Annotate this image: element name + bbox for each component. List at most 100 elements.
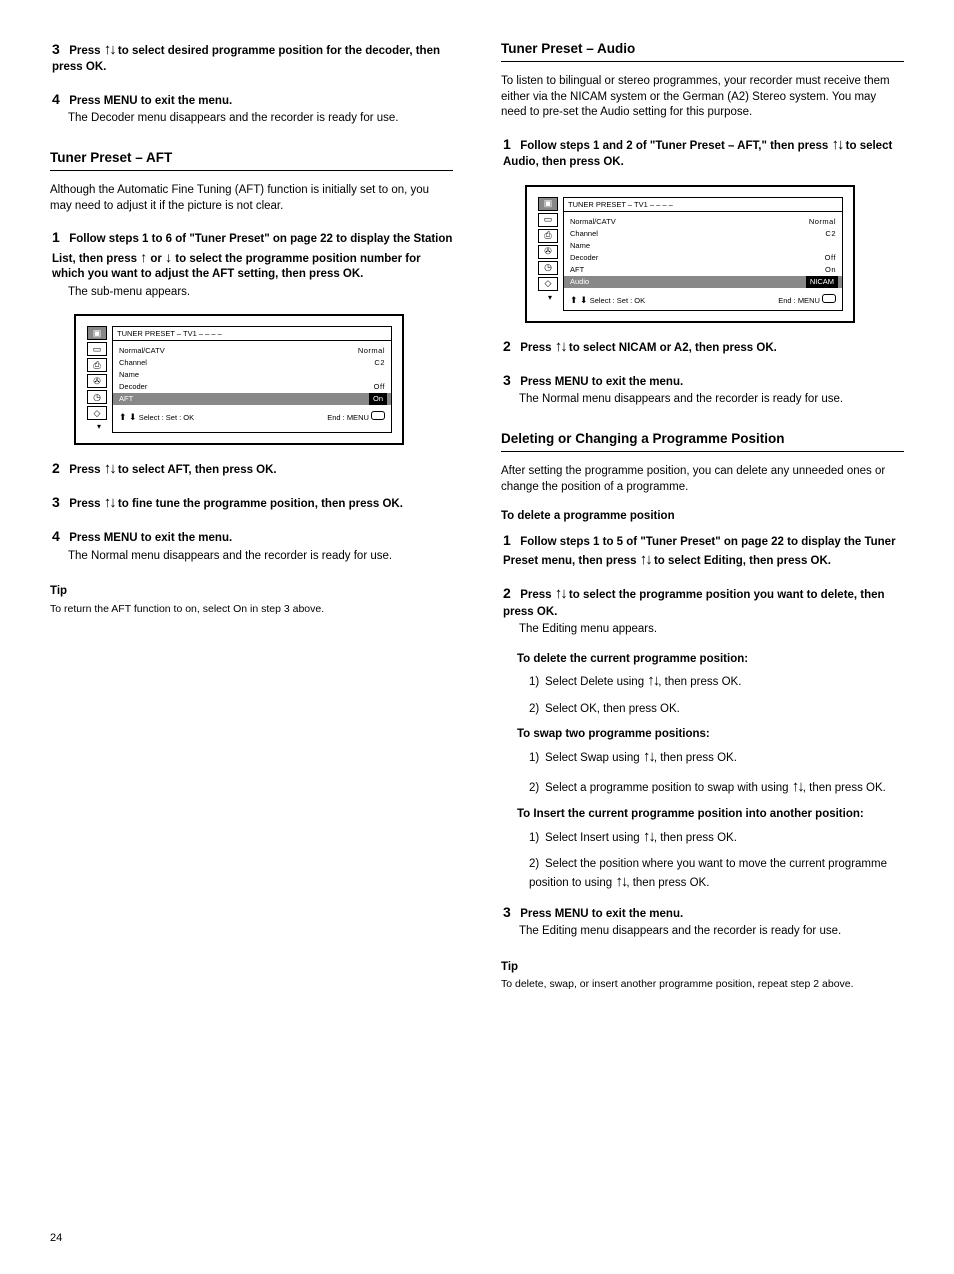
arrow-pair-icon: [555, 584, 566, 604]
menu-title: TUNER PRESET – TV1 – – – –: [564, 198, 842, 212]
sidebar-icon-6: ◇: [538, 277, 558, 291]
menu-row-highlight: AFTOn: [113, 393, 391, 405]
audio-step-2-b: to select NICAM or A2, then press OK.: [566, 342, 777, 354]
step-3-text-a: Press: [69, 45, 104, 57]
step-4-num: 4: [52, 90, 66, 109]
aft-step-3-b: to fine tune the programme position, the…: [115, 498, 403, 510]
tip-body-right: To delete, swap, or insert another progr…: [501, 977, 904, 991]
del-step-3-text: Press MENU to exit the menu.: [520, 908, 683, 920]
section-aft: Tuner Preset – AFT Although the Automati…: [50, 149, 453, 616]
aft-step-2-a: Press: [69, 464, 104, 476]
aft-step-1-num: 1: [52, 228, 66, 247]
menu-row-highlight: AudioNICAM: [564, 276, 842, 288]
sidebar-icon-5: ◷: [87, 390, 107, 404]
menu-screenshot-audio: ▣ ▭ ⎙ ✇ ◷ ◇ ▾ TUNER PRESET – TV1 – – – –…: [525, 185, 855, 323]
sidebar-icon-2: ▭: [87, 342, 107, 356]
tip-block: Tip To return the AFT function to on, se…: [50, 584, 453, 616]
audio-step-3-sub: The Normal menu disappears and the recor…: [519, 392, 904, 408]
section-audio-title: Tuner Preset – Audio: [501, 40, 904, 62]
arrow-pair-icon: [104, 493, 115, 513]
sidebar-more-icon: ▾: [544, 293, 552, 304]
section-aft-intro: Although the Automatic Fine Tuning (AFT)…: [50, 183, 453, 214]
sidebar-icon-1: ▣: [538, 197, 558, 211]
sidebar-icon-2: ▭: [538, 213, 558, 227]
arrow-pair-icon: [615, 872, 626, 892]
menu-footer: ⬆ ⬇ Select : Set : OK End : MENU: [113, 409, 391, 427]
sub-d-2: 2)Select the position where you want to …: [529, 857, 904, 893]
menu-content: TUNER PRESET – TV1 – – – – Normal/CATVNo…: [112, 326, 392, 433]
step-4-text: Press MENU to exit the menu.: [69, 95, 232, 107]
sub-b-title: To delete the current programme position…: [517, 652, 904, 668]
section-audio: Tuner Preset – Audio To listen to biling…: [501, 40, 904, 408]
arrow-pair-icon: [104, 459, 115, 479]
menu-row: Normal/CATVNormal: [570, 216, 836, 228]
aft-step-4-sub: The Normal menu disappears and the recor…: [68, 549, 453, 565]
sidebar-icon-3: ⎙: [538, 229, 558, 243]
sub-c-title: To swap two programme positions:: [517, 727, 904, 743]
menu-title: TUNER PRESET – TV1 – – – –: [113, 327, 391, 341]
sub-b-2: 2)Select OK, then press OK.: [529, 702, 904, 718]
sidebar-icon-6: ◇: [87, 406, 107, 420]
del-step-1-num: 1: [503, 531, 517, 550]
sub-a-title: To delete a programme position: [501, 509, 904, 525]
tip-title-right: Tip: [501, 960, 904, 976]
del-step-3-sub: The Editing menu disappears and the reco…: [519, 924, 904, 940]
tip-block-right: Tip To delete, swap, or insert another p…: [501, 960, 904, 992]
sub-c-2: 2)Select a programme position to swap wi…: [529, 777, 904, 797]
audio-step-2: 2 Press to select NICAM or A2, then pres…: [501, 337, 904, 357]
arrow-pair-icon: [831, 135, 842, 155]
del-step-3: 3 Press MENU to exit the menu. The Editi…: [501, 903, 904, 940]
menu-button-icon: [371, 411, 385, 420]
menu-sidebar: ▣ ▭ ⎙ ✇ ◷ ◇ ▾: [537, 197, 559, 311]
menu-row: Name: [570, 240, 836, 252]
sidebar-icon-4: ✇: [87, 374, 107, 388]
section-delete-change-title: Deleting or Changing a Programme Positio…: [501, 430, 904, 452]
arrow-pair-icon: [643, 747, 654, 767]
menu-row: Name: [119, 369, 385, 381]
audio-step-2-num: 2: [503, 337, 517, 356]
step-4-sub: The Decoder menu disappears and the reco…: [68, 111, 453, 127]
arrow-pair-icon: [643, 827, 654, 847]
del-step-2-num: 2: [503, 584, 517, 603]
del-step-1-b: to select Editing, then press OK.: [651, 555, 831, 567]
del-step-3-num: 3: [503, 903, 517, 922]
menu-screenshot-aft: ▣ ▭ ⎙ ✇ ◷ ◇ ▾ TUNER PRESET – TV1 – – – –…: [74, 314, 404, 445]
menu-row: Normal/CATVNormal: [119, 345, 385, 357]
tip-body: To return the AFT function to on, select…: [50, 602, 453, 616]
step-4: 4 Press MENU to exit the menu. The Decod…: [50, 90, 453, 127]
step-3-num: 3: [52, 40, 66, 59]
aft-step-3-a: Press: [69, 498, 104, 510]
menu-content: TUNER PRESET – TV1 – – – – Normal/CATVNo…: [563, 197, 843, 311]
page-number: 24: [50, 1231, 62, 1246]
section-aft-title: Tuner Preset – AFT: [50, 149, 453, 171]
aft-step-1-sub: The sub-menu appears.: [68, 285, 453, 301]
section-delete-change-intro: After setting the programme position, yo…: [501, 464, 904, 495]
menu-sidebar: ▣ ▭ ⎙ ✇ ◷ ◇ ▾: [86, 326, 108, 433]
sidebar-icon-3: ⎙: [87, 358, 107, 372]
arrow-pair-icon: [555, 337, 566, 357]
sidebar-more-icon: ▾: [93, 422, 101, 433]
sub-d-1: 1)Select Insert using , then press OK.: [529, 827, 904, 847]
sub-c-1: 1)Select Swap using , then press OK.: [529, 747, 904, 767]
menu-footer: ⬆ ⬇ Select : Set : OK End : MENU: [564, 292, 842, 310]
aft-step-1: 1 Follow steps 1 to 6 of "Tuner Preset" …: [50, 228, 453, 300]
audio-step-2-a: Press: [520, 342, 555, 354]
aft-step-2-num: 2: [52, 459, 66, 478]
audio-step-3-num: 3: [503, 371, 517, 390]
aft-step-2-b: to select AFT, then press OK.: [115, 464, 277, 476]
sub-d-title: To Insert the current programme position…: [517, 807, 904, 823]
menu-row: DecoderOff: [570, 252, 836, 264]
sub-b-1: 1)Select Delete using , then press OK.: [529, 671, 904, 691]
aft-step-3: 3 Press to fine tune the programme posit…: [50, 493, 453, 513]
sidebar-icon-5: ◷: [538, 261, 558, 275]
aft-step-4: 4 Press MENU to exit the menu. The Norma…: [50, 527, 453, 564]
aft-step-1-b: or: [147, 253, 165, 265]
aft-step-4-text: Press MENU to exit the menu.: [69, 532, 232, 544]
aft-step-3-num: 3: [52, 493, 66, 512]
aft-step-4-num: 4: [52, 527, 66, 546]
section-audio-intro: To listen to bilingual or stereo program…: [501, 74, 904, 121]
del-step-2: 2 Press to select the programme position…: [501, 584, 904, 637]
del-step-2-sub: The Editing menu appears.: [519, 622, 904, 638]
arrow-pair-icon: [647, 671, 658, 691]
step-3: 3 Press to select desired programme posi…: [50, 40, 453, 76]
